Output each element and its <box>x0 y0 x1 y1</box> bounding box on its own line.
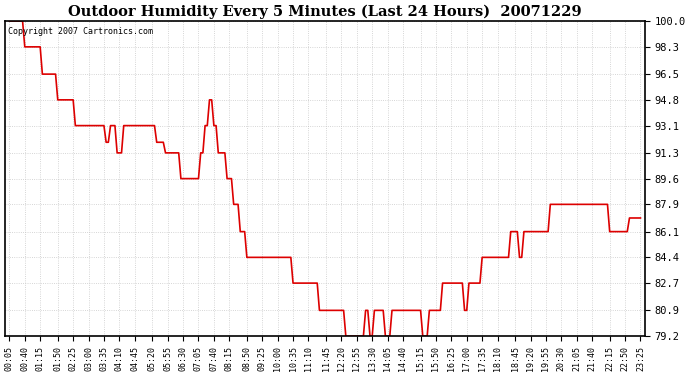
Title: Outdoor Humidity Every 5 Minutes (Last 24 Hours)  20071229: Outdoor Humidity Every 5 Minutes (Last 2… <box>68 4 582 18</box>
Text: Copyright 2007 Cartronics.com: Copyright 2007 Cartronics.com <box>8 27 153 36</box>
